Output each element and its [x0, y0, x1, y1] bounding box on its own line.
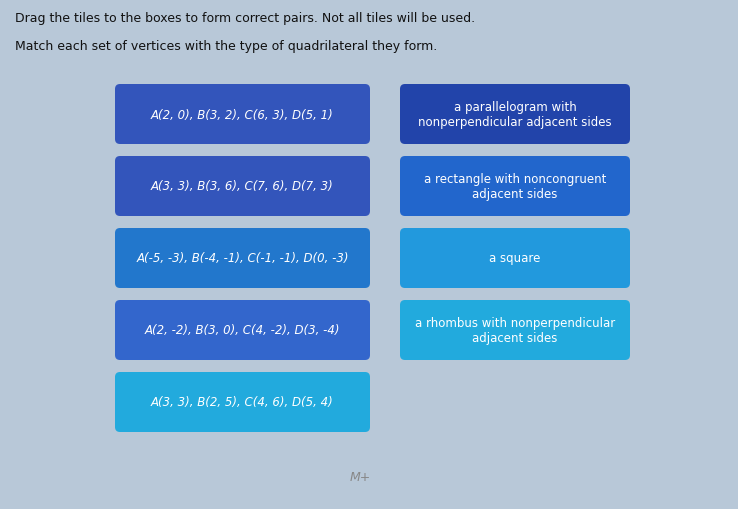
Text: a rectangle with noncongruent
adjacent sides: a rectangle with noncongruent adjacent s…	[424, 173, 606, 201]
FancyBboxPatch shape	[400, 229, 630, 289]
FancyBboxPatch shape	[400, 157, 630, 216]
Text: Match each set of vertices with the type of quadrilateral they form.: Match each set of vertices with the type…	[15, 40, 437, 53]
Text: A(-5, -3), B(-4, -1), C(-1, -1), D(0, -3): A(-5, -3), B(-4, -1), C(-1, -1), D(0, -3…	[137, 252, 349, 265]
FancyBboxPatch shape	[115, 157, 370, 216]
Text: M+: M+	[349, 471, 370, 484]
Text: a square: a square	[489, 252, 541, 265]
Text: A(2, -2), B(3, 0), C(4, -2), D(3, -4): A(2, -2), B(3, 0), C(4, -2), D(3, -4)	[145, 324, 340, 337]
Text: a parallelogram with
nonperpendicular adjacent sides: a parallelogram with nonperpendicular ad…	[418, 101, 612, 129]
FancyBboxPatch shape	[115, 300, 370, 360]
FancyBboxPatch shape	[400, 85, 630, 145]
FancyBboxPatch shape	[115, 372, 370, 432]
FancyBboxPatch shape	[400, 300, 630, 360]
FancyBboxPatch shape	[115, 85, 370, 145]
Text: A(2, 0), B(3, 2), C(6, 3), D(5, 1): A(2, 0), B(3, 2), C(6, 3), D(5, 1)	[151, 108, 334, 121]
FancyBboxPatch shape	[115, 229, 370, 289]
Text: Drag the tiles to the boxes to form correct pairs. Not all tiles will be used.: Drag the tiles to the boxes to form corr…	[15, 12, 475, 25]
Text: A(3, 3), B(2, 5), C(4, 6), D(5, 4): A(3, 3), B(2, 5), C(4, 6), D(5, 4)	[151, 395, 334, 409]
Text: a rhombus with nonperpendicular
adjacent sides: a rhombus with nonperpendicular adjacent…	[415, 317, 615, 344]
Text: A(3, 3), B(3, 6), C(7, 6), D(7, 3): A(3, 3), B(3, 6), C(7, 6), D(7, 3)	[151, 180, 334, 193]
